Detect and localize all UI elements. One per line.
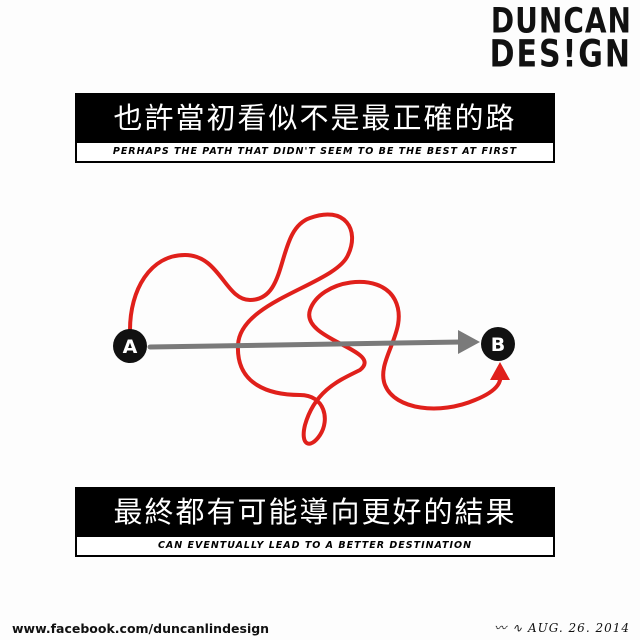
top-caption: 也許當初看似不是最正確的路 PERHAPS THE PATH THAT DIDN… <box>75 93 555 163</box>
winding-path <box>128 212 503 446</box>
bottom-caption: 最終都有可能導向更好的結果 CAN EVENTUALLY LEAD TO A B… <box>75 487 555 557</box>
node-b <box>481 327 515 361</box>
duncan-design-logo: DUNCAN DES!GN <box>482 2 632 74</box>
bottom-caption-english: CAN EVENTUALLY LEAD TO A BETTER DESTINAT… <box>75 537 555 557</box>
signature-date: 〰 ∿ AUG. 26. 2014 <box>494 619 630 636</box>
top-caption-english: PERHAPS THE PATH THAT DIDN'T SEEM TO BE … <box>75 143 555 163</box>
date-text: AUG. 26. 2014 <box>527 621 630 635</box>
direct-arrowhead <box>458 330 480 354</box>
facebook-url[interactable]: www.facebook.com/duncanlindesign <box>12 621 270 636</box>
node-a-label: A <box>123 336 138 358</box>
winding-arrowhead <box>490 362 510 380</box>
logo-line-2: DES!GN <box>489 32 632 77</box>
bottom-caption-chinese: 最終都有可能導向更好的結果 <box>75 487 555 537</box>
direct-path <box>147 339 465 350</box>
signature-scribble-icon: 〰 ∿ <box>494 621 524 635</box>
logo-line-1: DUNCAN <box>490 0 632 41</box>
node-b-label: B <box>491 334 505 356</box>
top-caption-chinese: 也許當初看似不是最正確的路 <box>75 93 555 143</box>
node-a <box>113 329 147 363</box>
